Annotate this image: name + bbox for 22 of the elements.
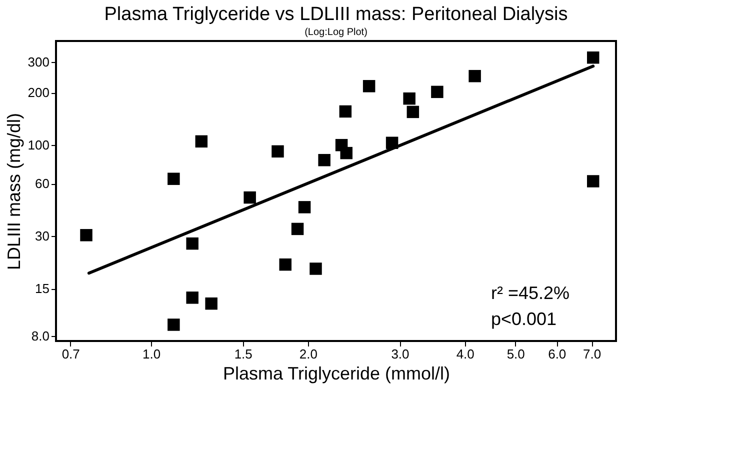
x-axis-title: Plasma Triglyceride (mmol/l)	[222, 364, 450, 384]
y-tick-label: 15	[35, 281, 50, 296]
y-tick-label: 200	[28, 85, 50, 100]
y-tick-label: 300	[28, 54, 50, 70]
x-tick-label: 2.0	[299, 346, 318, 362]
x-tick-label: 1.5	[234, 346, 252, 362]
x-tick-label: 1.0	[142, 346, 161, 362]
y-axis-title: LDLIII mass (mg/dl)	[4, 112, 24, 270]
x-tick-label: 4.0	[456, 346, 474, 362]
y-tick-label: 60	[35, 176, 50, 192]
chart-title: Plasma Triglyceride vs LDLIII mass: Peritoneal Dialysis	[104, 4, 568, 25]
x-tick-label: 6.0	[548, 346, 566, 362]
chart-subtitle: (Log:Log Plot)	[304, 27, 368, 38]
x-tick-label: 7.0	[582, 346, 602, 362]
x-tick-label: 3.0	[391, 346, 410, 362]
annotation: p<0.001	[491, 309, 557, 329]
y-tick-label: 100	[28, 138, 50, 153]
y-tick-label: 30	[35, 228, 50, 244]
x-tick-label: 0.7	[62, 346, 80, 362]
x-tick-label: 5.0	[506, 346, 525, 362]
y-tick-label: 8.0	[31, 328, 50, 344]
annotation: r² =45.2%	[491, 283, 570, 303]
